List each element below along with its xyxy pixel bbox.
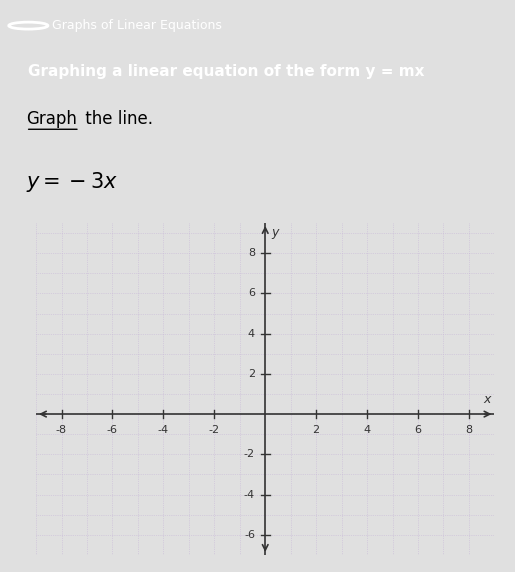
Text: -2: -2 [209, 425, 220, 435]
Text: y: y [271, 226, 279, 239]
Text: 8: 8 [466, 425, 472, 435]
Text: 2: 2 [313, 425, 320, 435]
Text: 4: 4 [248, 329, 255, 339]
Text: 8: 8 [248, 248, 255, 258]
Text: x: x [483, 393, 491, 406]
Text: Graphing a linear equation of the form y = mx: Graphing a linear equation of the form y… [28, 64, 425, 79]
Text: -4: -4 [244, 490, 255, 499]
Text: -6: -6 [244, 530, 255, 540]
Text: -4: -4 [158, 425, 169, 435]
Text: the line.: the line. [80, 110, 153, 128]
Text: Graphs of Linear Equations: Graphs of Linear Equations [52, 19, 221, 32]
Text: -6: -6 [107, 425, 118, 435]
Text: 6: 6 [248, 288, 255, 299]
Text: 6: 6 [415, 425, 421, 435]
Text: 2: 2 [248, 369, 255, 379]
Text: $y = -3x$: $y = -3x$ [26, 170, 118, 194]
Text: Graph: Graph [26, 110, 77, 128]
Text: 4: 4 [364, 425, 371, 435]
Text: -8: -8 [56, 425, 67, 435]
Text: -2: -2 [244, 450, 255, 459]
